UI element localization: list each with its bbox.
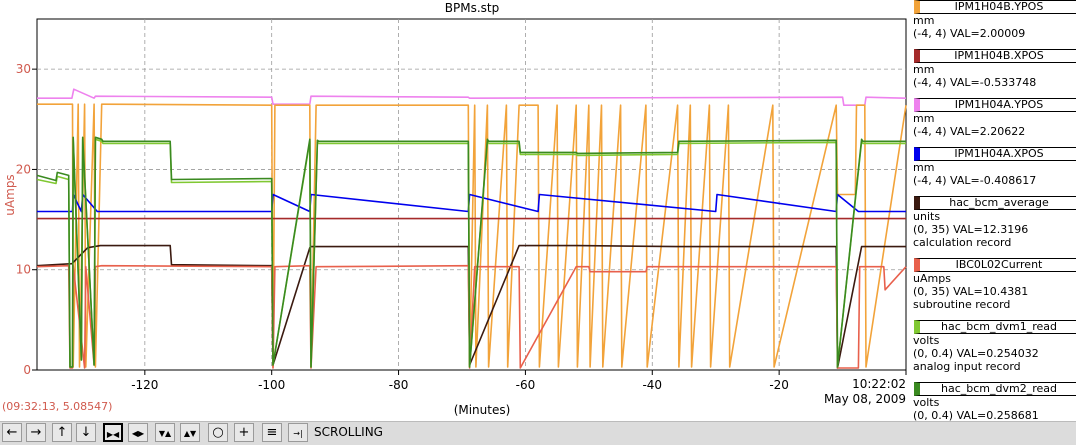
zoom-in-button[interactable]: + (234, 423, 254, 442)
legend-series-name[interactable]: IPM1H04B.XPOS (914, 49, 1076, 63)
zoom-y-out-icon: ▲▼ (183, 429, 197, 438)
legend-detail-line: (-4, 4) VAL=-0.533748 (913, 76, 1037, 89)
chart-plot[interactable]: -120 -100 -80 -60 -40 -20 0 10 20 30 BPMs.stp uAm… (0, 0, 910, 420)
axis-ticks: -120 -100 -80 -60 -40 -20 0 10 20 30 (16, 62, 907, 392)
legend-panel: IPM1H04B.YPOS mm (-4, 4) VAL=2.00009 IPM1H0… (911, 0, 1076, 435)
toolbar: ← → ↑ ↓ ▶◀ ◀▶ ▼▲ ▲▼ ○ + ≡ →| SCROLLING (0, 421, 1076, 445)
zoom-y-in-button[interactable]: ▼▲ (155, 423, 175, 442)
arrow-up-icon: ↑ (56, 425, 68, 440)
y-tick-label: 20 (16, 162, 31, 176)
legend-detail-line: calculation record (913, 236, 1012, 249)
legend-detail-line: (-4, 4) VAL=2.20622 (913, 125, 1026, 138)
legend-series-name[interactable]: IPM1H04A.XPOS (914, 147, 1076, 161)
legend-detail-line: (0, 0.4) VAL=0.258681 (913, 409, 1039, 422)
legend-detail-line: (-4, 4) VAL=2.00009 (913, 27, 1026, 40)
zoom-out-icon: ○ (212, 425, 224, 440)
series-line-ipm1h04a-ypos (37, 88, 907, 106)
zoom-out-button[interactable]: ○ (208, 423, 228, 442)
legend-detail-line: analog input record (913, 360, 1021, 373)
series-layer (36, 88, 907, 369)
x-end-time-label: 10:22:02 (852, 377, 906, 391)
zoom-y-out-button[interactable]: ▲▼ (180, 423, 200, 442)
x-axis-label: (Minutes) (454, 403, 511, 417)
legend-detail-line: mm (913, 161, 935, 174)
legend-detail-line: volts (913, 334, 940, 347)
legend-series-name[interactable]: hac_bcm_average (914, 196, 1076, 210)
zoom-x-in-icon: ▶◀ (106, 430, 120, 439)
scroll-left-button[interactable]: ← (2, 423, 22, 442)
scroll-down-button[interactable]: ↓ (76, 423, 96, 442)
y-tick-label: 0 (23, 363, 31, 377)
legend-series-name[interactable]: IPM1H04A.YPOS (914, 98, 1076, 112)
legend-series-name[interactable]: IPM1H04B.YPOS (914, 0, 1076, 14)
autoscale-button[interactable]: ≡ (262, 423, 282, 442)
y-axis-label: uAmps (3, 174, 17, 215)
legend-detail-line: uAmps (913, 272, 951, 285)
x-tick-label: -60 (516, 378, 536, 392)
y-tick-label: 30 (16, 62, 31, 76)
legend-series-name[interactable]: hac_bcm_dvm1_read (914, 320, 1076, 334)
legend-detail-line: (0, 0.4) VAL=0.254032 (913, 347, 1039, 360)
go-to-end-icon: →| (293, 429, 303, 438)
legend-detail-line: volts (913, 396, 940, 409)
scroll-right-button[interactable]: → (26, 423, 46, 442)
legend-detail-line: subroutine record (913, 298, 1011, 311)
legend-detail-line: (0, 35) VAL=10.4381 (913, 285, 1029, 298)
zoom-in-icon: + (238, 425, 250, 440)
cursor-readout: (09:32:13, 5.08547) (2, 400, 113, 413)
x-tick-label: -40 (642, 378, 662, 392)
legend-detail-line: (-4, 4) VAL=-0.408617 (913, 174, 1037, 187)
zoom-y-in-icon: ▼▲ (158, 429, 172, 438)
x-tick-label: -20 (769, 378, 789, 392)
series-line-hac-bcm-dvm2-read (36, 136, 906, 368)
arrow-right-icon: → (30, 425, 42, 440)
legend-detail-line: units (913, 210, 941, 223)
zoom-x-out-icon: ◀▶ (131, 429, 145, 438)
legend-detail-line: mm (913, 63, 935, 76)
arrow-down-icon: ↓ (80, 425, 92, 440)
zoom-x-out-button[interactable]: ◀▶ (128, 423, 148, 442)
x-tick-label: -120 (131, 378, 158, 392)
zoom-x-in-button[interactable]: ▶◀ (103, 423, 123, 442)
scroll-mode-label: SCROLLING (314, 425, 383, 439)
chart-title: BPMs.stp (445, 1, 499, 15)
legend-series-name[interactable]: hac_bcm_dvm2_read (914, 382, 1076, 396)
legend-detail-line: mm (913, 14, 935, 27)
x-tick-label: -80 (389, 378, 409, 392)
go-to-end-button[interactable]: →| (288, 423, 308, 442)
legend-detail-line: (0, 35) VAL=12.3196 (913, 223, 1029, 236)
series-line-ipm1h04b-ypos (37, 103, 907, 368)
y-tick-label: 10 (16, 263, 31, 277)
scroll-up-button[interactable]: ↑ (52, 423, 72, 442)
x-end-date-label: May 08, 2009 (824, 392, 906, 406)
autoscale-icon: ≡ (266, 425, 278, 440)
legend-series-name[interactable]: IBC0L02Current (914, 258, 1076, 272)
legend-detail-line: mm (913, 112, 935, 125)
x-tick-label: -100 (258, 378, 285, 392)
arrow-left-icon: ← (6, 425, 18, 440)
